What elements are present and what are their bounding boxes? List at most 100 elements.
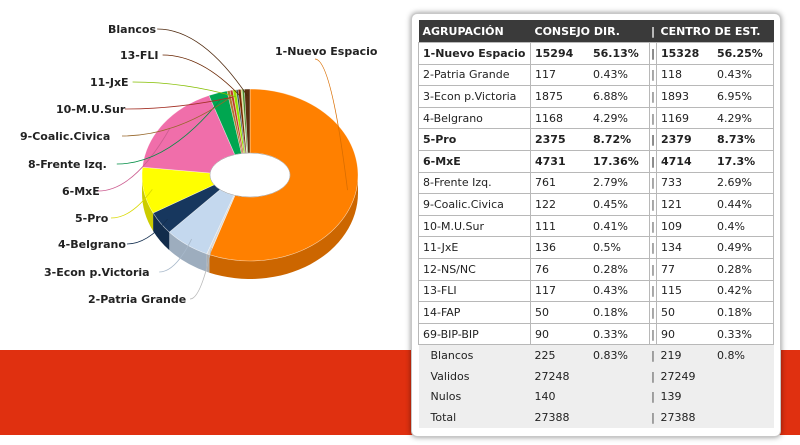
council-percent-cell bbox=[589, 365, 650, 387]
table-row: 1-Nuevo Espacio 15294 56.13% | 15328 56.25% bbox=[418, 42, 774, 65]
council-percent-cell: 0.83% bbox=[589, 344, 650, 366]
center-percent-cell bbox=[713, 365, 774, 387]
results-table: AGRUPACIÓN CONSEJO DIR. | CENTRO DE EST.… bbox=[418, 20, 774, 428]
center-votes-cell: 27388 bbox=[656, 407, 713, 428]
center-votes-cell: 121 bbox=[656, 193, 713, 216]
council-votes-cell: 1875 bbox=[530, 85, 589, 108]
chart-labels: 1-Nuevo Espacio 2-Patria Grande 3-Econ p.V… bbox=[20, 23, 378, 306]
table-row: 10-M.U.Sur 111 0.41% | 109 0.4% bbox=[418, 214, 774, 238]
party-name-cell: 6-MxE bbox=[418, 149, 531, 173]
leader-line bbox=[110, 189, 153, 219]
center-percent-cell: 56.25% bbox=[713, 42, 774, 65]
council-percent-cell bbox=[589, 386, 650, 408]
column-separator: | bbox=[649, 171, 657, 195]
council-votes-cell: 122 bbox=[530, 193, 589, 216]
column-separator: | bbox=[649, 42, 657, 65]
party-name-cell: 9-Coalic.Civica bbox=[418, 193, 531, 216]
header-separator: | bbox=[649, 20, 657, 43]
column-separator: | bbox=[649, 407, 657, 428]
column-separator: | bbox=[649, 193, 657, 216]
column-separator: | bbox=[649, 365, 657, 387]
slice-label: 1-Nuevo Espacio bbox=[275, 45, 378, 58]
center-votes-cell: 1893 bbox=[656, 85, 713, 108]
slice-side-3 bbox=[153, 212, 170, 251]
donut-hole-top bbox=[209, 152, 291, 198]
column-separator: | bbox=[649, 301, 657, 324]
table-row: Nulos 140 | 139 bbox=[418, 386, 774, 408]
center-votes-cell: 4714 bbox=[656, 149, 713, 173]
council-percent-cell: 0.43% bbox=[589, 63, 650, 87]
slice-label: 4-Belgrano bbox=[58, 238, 126, 251]
council-votes-cell: 225 bbox=[530, 344, 589, 366]
table-row: 14-FAP 50 0.18% | 50 0.18% bbox=[418, 301, 774, 324]
party-name-cell: 69-BIP-BIP bbox=[418, 322, 531, 346]
leader-line bbox=[124, 96, 233, 110]
party-name-cell: 14-FAP bbox=[418, 301, 531, 324]
table-row: 2-Patria Grande 117 0.43% | 118 0.43% bbox=[418, 63, 774, 87]
center-percent-cell: 4.29% bbox=[713, 106, 774, 130]
slice-label: 3-Econ p.Victoria bbox=[44, 266, 150, 279]
table-row: 6-MxE 4731 17.36% | 4714 17.3% bbox=[418, 149, 774, 173]
slice-side-0 bbox=[209, 175, 358, 279]
party-name-cell: 2-Patria Grande bbox=[418, 63, 531, 87]
header-council: CONSEJO DIR. bbox=[530, 20, 650, 43]
column-separator: | bbox=[649, 63, 657, 87]
slice-label: 8-Frente Izq. bbox=[28, 158, 107, 171]
table-row: 9-Coalic.Civica 122 0.45% | 121 0.44% bbox=[418, 193, 774, 216]
council-votes-cell: 2375 bbox=[530, 128, 589, 151]
center-percent-cell: 0.33% bbox=[713, 322, 774, 346]
table-row: Total 27388 | 27388 bbox=[418, 407, 774, 428]
party-name-cell: 1-Nuevo Espacio bbox=[418, 42, 531, 65]
donut-top bbox=[141, 88, 359, 262]
table-row: 11-JxE 136 0.5% | 134 0.49% bbox=[418, 236, 774, 259]
center-percent-cell bbox=[713, 407, 774, 428]
council-votes-cell: 761 bbox=[530, 171, 589, 195]
donut-chart: 1-Nuevo Espacio 2-Patria Grande 3-Econ p.V… bbox=[20, 23, 378, 306]
center-percent-cell: 0.8% bbox=[713, 344, 774, 366]
party-name-cell: Blancos bbox=[418, 344, 531, 366]
party-name-cell: 5-Pro bbox=[418, 128, 531, 151]
party-name-cell: 3-Econ p.Victoria bbox=[418, 85, 531, 108]
table-header-row: AGRUPACIÓN CONSEJO DIR. | CENTRO DE EST. bbox=[418, 20, 774, 43]
leader-line bbox=[189, 247, 212, 300]
center-votes-cell: 118 bbox=[656, 63, 713, 87]
header-group: AGRUPACIÓN bbox=[418, 20, 531, 43]
center-votes-cell: 115 bbox=[656, 279, 713, 303]
center-percent-cell: 6.95% bbox=[713, 85, 774, 108]
center-percent-cell: 0.43% bbox=[713, 63, 774, 87]
column-separator: | bbox=[649, 322, 657, 346]
table-row: 4-Belgrano 1168 4.29% | 1169 4.29% bbox=[418, 106, 774, 130]
center-percent-cell: 0.18% bbox=[713, 301, 774, 324]
council-percent-cell: 0.28% bbox=[589, 257, 650, 281]
center-percent-cell: 17.3% bbox=[713, 149, 774, 173]
council-percent-cell: 8.72% bbox=[589, 128, 650, 151]
leader-line bbox=[116, 99, 221, 165]
council-votes-cell: 90 bbox=[530, 322, 589, 346]
slice-label: 10-M.U.Sur bbox=[56, 103, 126, 116]
council-votes-cell: 15294 bbox=[530, 42, 589, 65]
leader-line bbox=[162, 54, 241, 97]
center-votes-cell: 50 bbox=[656, 301, 713, 324]
table-row: 69-BIP-BIP 90 0.33% | 90 0.33% bbox=[418, 322, 774, 346]
leader-line bbox=[121, 97, 231, 137]
council-percent-cell bbox=[589, 407, 650, 428]
slice-label: 5-Pro bbox=[75, 212, 109, 225]
slice-label: 2-Patria Grande bbox=[88, 293, 186, 306]
leader-line bbox=[97, 127, 171, 192]
slice-label: Blancos bbox=[108, 23, 156, 36]
table-row: 13-FLI 117 0.43% | 115 0.42% bbox=[418, 279, 774, 303]
table-row: 3-Econ p.Victoria 1875 6.88% | 1893 6.95% bbox=[418, 85, 774, 108]
council-percent-cell: 56.13% bbox=[589, 42, 650, 65]
column-separator: | bbox=[649, 149, 657, 173]
council-percent-cell: 6.88% bbox=[589, 85, 650, 108]
council-percent-cell: 4.29% bbox=[589, 106, 650, 130]
council-votes-cell: 1168 bbox=[530, 106, 589, 130]
column-separator: | bbox=[649, 106, 657, 130]
party-name-cell: 11-JxE bbox=[418, 236, 531, 259]
council-votes-cell: 136 bbox=[530, 236, 589, 259]
leader-line bbox=[159, 238, 192, 273]
leader-line bbox=[157, 28, 248, 97]
center-votes-cell: 90 bbox=[656, 322, 713, 346]
council-votes-cell: 27248 bbox=[530, 365, 589, 387]
center-votes-cell: 109 bbox=[656, 214, 713, 238]
